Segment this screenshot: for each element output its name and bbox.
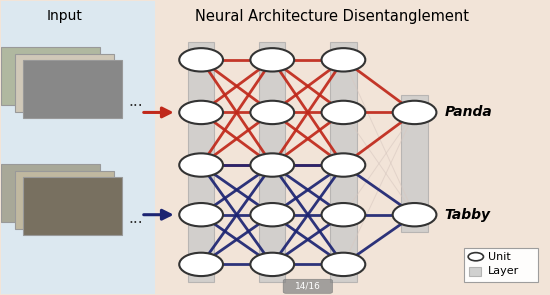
Bar <box>464 248 538 282</box>
Bar <box>23 60 122 118</box>
Bar <box>402 95 428 232</box>
Circle shape <box>179 153 223 177</box>
Circle shape <box>250 203 294 226</box>
Text: Tabby: Tabby <box>444 208 491 222</box>
Bar <box>23 177 122 235</box>
Bar <box>15 54 113 112</box>
Text: Layer: Layer <box>488 266 519 276</box>
Circle shape <box>322 203 365 226</box>
Circle shape <box>468 253 483 261</box>
Circle shape <box>250 101 294 124</box>
Circle shape <box>322 101 365 124</box>
Circle shape <box>250 48 294 71</box>
Circle shape <box>179 253 223 276</box>
FancyBboxPatch shape <box>283 279 332 293</box>
Text: 14/16: 14/16 <box>295 282 321 291</box>
Bar <box>2 163 100 222</box>
Circle shape <box>179 48 223 71</box>
Bar <box>330 42 356 282</box>
Bar <box>188 42 214 282</box>
Bar <box>15 171 113 229</box>
Circle shape <box>179 203 223 226</box>
Text: Input: Input <box>46 9 82 23</box>
Circle shape <box>393 203 437 226</box>
Circle shape <box>322 153 365 177</box>
Text: Neural Architecture Disentanglement: Neural Architecture Disentanglement <box>195 9 470 24</box>
Bar <box>2 47 100 105</box>
Text: ···: ··· <box>128 216 143 231</box>
Text: ···: ··· <box>128 99 143 114</box>
Text: Panda: Panda <box>444 105 492 119</box>
Circle shape <box>250 253 294 276</box>
Circle shape <box>179 101 223 124</box>
Circle shape <box>322 48 365 71</box>
Circle shape <box>322 253 365 276</box>
Bar <box>259 42 285 282</box>
Circle shape <box>393 101 437 124</box>
Bar <box>2 1 155 294</box>
Text: Unit: Unit <box>488 252 510 262</box>
Bar <box>469 267 481 276</box>
Circle shape <box>250 153 294 177</box>
